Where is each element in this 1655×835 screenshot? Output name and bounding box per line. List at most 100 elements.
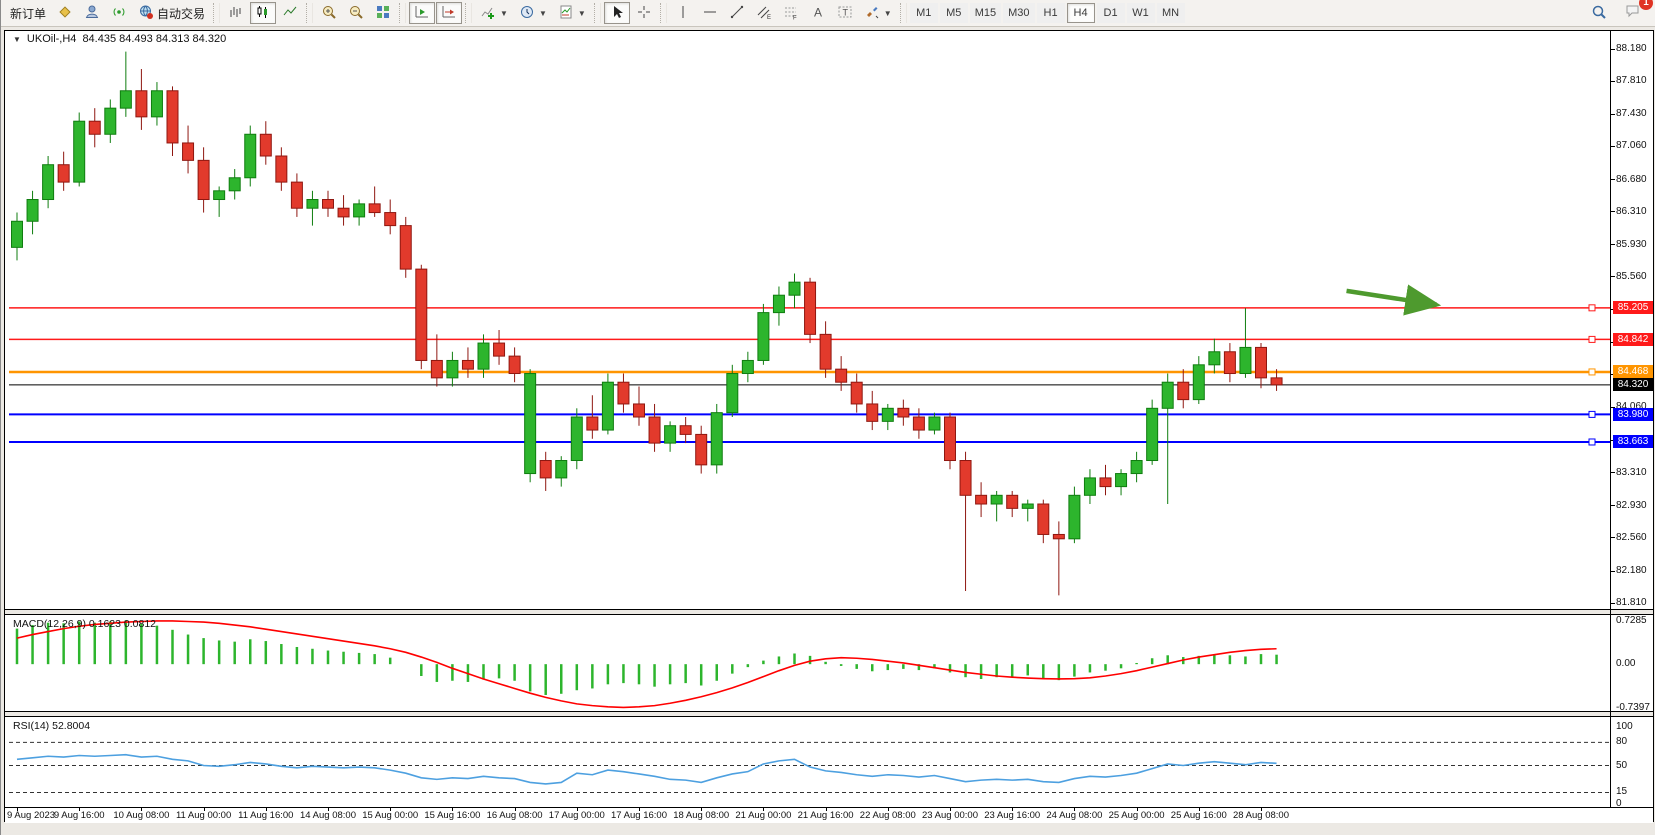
candle-body: [461, 359, 474, 370]
time-axis-label: 14 Aug 08:00: [300, 810, 356, 821]
vertical-line-button[interactable]: [670, 2, 696, 24]
symbol-dropdown-icon[interactable]: ▼: [13, 34, 21, 44]
arrows-button[interactable]: ▼: [859, 2, 897, 24]
price-tick-mark: [1611, 80, 1615, 82]
trendline-button[interactable]: [724, 2, 750, 24]
candle-body: [104, 107, 117, 135]
horizontal-line-button[interactable]: [697, 2, 723, 24]
price-tick-mark: [1611, 505, 1615, 507]
candle-body: [57, 164, 70, 183]
timeframe-group: M1 M5 M15 M30 H1 H4 D1 W1 MN: [909, 3, 1185, 23]
time-axis-label: 25 Aug 16:00: [1170, 810, 1227, 821]
candle-body: [1083, 477, 1096, 496]
timeframe-mn[interactable]: MN: [1156, 3, 1185, 23]
bar-chart-button[interactable]: [223, 2, 249, 24]
price-tick-mark: [1611, 113, 1615, 115]
price-tick-mark: [1611, 602, 1615, 604]
periods-button[interactable]: ▼: [514, 2, 552, 24]
timeframe-d1[interactable]: D1: [1096, 3, 1125, 23]
rsi-name: RSI(14): [13, 720, 50, 732]
search-button[interactable]: [1586, 2, 1612, 24]
channel-button[interactable]: E: [751, 2, 777, 24]
rsi-line: [16, 753, 1277, 785]
time-axis[interactable]: 9 Aug 2023 9 Aug 16:00 10 Aug 08:00 11 Aug …: [5, 808, 1653, 823]
time-axis-label: 22 Aug 08:00: [859, 810, 916, 821]
line-anchor-marker[interactable]: [1588, 335, 1596, 343]
line-chart-button[interactable]: [277, 2, 303, 24]
crosshair-icon: [636, 4, 652, 23]
candle-body: [1068, 494, 1081, 540]
templates-button[interactable]: ▼: [553, 2, 591, 24]
time-axis-label: 9 Aug 2023: [7, 810, 56, 821]
price-tick-label: 82.180: [1616, 565, 1647, 576]
chart-shift-button[interactable]: [436, 2, 463, 24]
rsi-panel[interactable]: [9, 717, 1610, 807]
chat-wrap: 1: [1620, 0, 1653, 25]
candle-body: [866, 403, 879, 422]
time-tick-mark: [79, 808, 81, 811]
candle-body: [570, 416, 583, 462]
market-watch-button[interactable]: [52, 2, 78, 24]
timeframe-m15[interactable]: M15: [969, 3, 1002, 23]
panel-separator[interactable]: [5, 609, 1653, 615]
signals-button[interactable]: [106, 2, 132, 24]
main-chart-panel[interactable]: [9, 35, 1610, 609]
candle-body: [182, 142, 195, 161]
candle-body: [1255, 346, 1267, 379]
line-anchor-marker[interactable]: [1588, 304, 1596, 312]
candle-body: [1021, 503, 1034, 509]
panel-separator[interactable]: [5, 711, 1653, 717]
candlestick-chart-button[interactable]: [250, 2, 277, 24]
timeframe-m5[interactable]: M5: [939, 3, 968, 23]
data-window-button[interactable]: [79, 2, 105, 24]
zoom-in-button[interactable]: [316, 2, 342, 24]
tile-windows-button[interactable]: [370, 2, 396, 24]
fibonacci-button[interactable]: F: [778, 2, 804, 24]
candle-body: [912, 416, 925, 431]
price-axis[interactable]: 88.180 87.810 87.430 87.060 86.680 86.310 85.9…: [1611, 31, 1653, 807]
toolbar-separator: [213, 3, 221, 23]
candle-body: [135, 90, 148, 118]
crosshair-button[interactable]: [631, 2, 657, 24]
chevron-down-icon: ▼: [500, 8, 508, 18]
text-label-button[interactable]: T: [832, 2, 858, 24]
autotrading-label: 自动交易: [157, 6, 206, 21]
price-tick-mark: [1611, 179, 1615, 180]
chat-button[interactable]: [1620, 2, 1646, 24]
candle-body: [617, 381, 630, 405]
auto-scroll-button[interactable]: [409, 2, 436, 24]
price-tick-mark: [1611, 570, 1615, 572]
candle-body: [415, 268, 428, 361]
zoom-out-button[interactable]: [343, 2, 369, 24]
timeframe-m30[interactable]: M30: [1003, 3, 1035, 23]
timeframe-h4[interactable]: H4: [1066, 3, 1095, 23]
macd-values: 0.1623 0.0812: [88, 618, 157, 630]
indicators-button[interactable]: ▼: [475, 2, 513, 24]
text-button[interactable]: A: [805, 2, 831, 24]
line-anchor-marker[interactable]: [1588, 438, 1596, 446]
arrow-annotation[interactable]: [1346, 284, 1442, 316]
timeframe-w1[interactable]: W1: [1126, 3, 1155, 23]
macd-panel[interactable]: [9, 615, 1610, 711]
notification-badge: 1: [1639, 0, 1653, 10]
price-tick-mark: [1611, 406, 1615, 408]
price-tick-label: 86.310: [1616, 205, 1647, 217]
timeframe-h1[interactable]: H1: [1036, 3, 1065, 23]
line-anchor-marker[interactable]: [1588, 410, 1596, 418]
candle-body: [322, 199, 334, 209]
new-order-button[interactable]: 新订单: [5, 2, 51, 24]
zoom-out-icon: [348, 4, 364, 23]
time-tick-mark: [265, 808, 267, 811]
chart-window: ▼ UKOil-,H4 84.435 84.493 84.313 84.320 …: [4, 30, 1654, 823]
time-axis-label: 17 Aug 16:00: [611, 810, 667, 821]
cursor-button[interactable]: [603, 2, 630, 24]
time-tick-mark: [17, 808, 18, 811]
autotrading-button[interactable]: 自动交易: [133, 2, 210, 24]
chart-ohlc-values: 84.435 84.493 84.313 84.320: [82, 33, 227, 45]
macd-scale-max: 0.7285: [1616, 615, 1647, 626]
price-tick-mark: [1611, 48, 1615, 50]
price-tick-mark: [1611, 276, 1615, 278]
candle-body: [26, 199, 39, 222]
line-anchor-marker[interactable]: [1588, 368, 1596, 376]
timeframe-m1[interactable]: M1: [909, 3, 938, 23]
